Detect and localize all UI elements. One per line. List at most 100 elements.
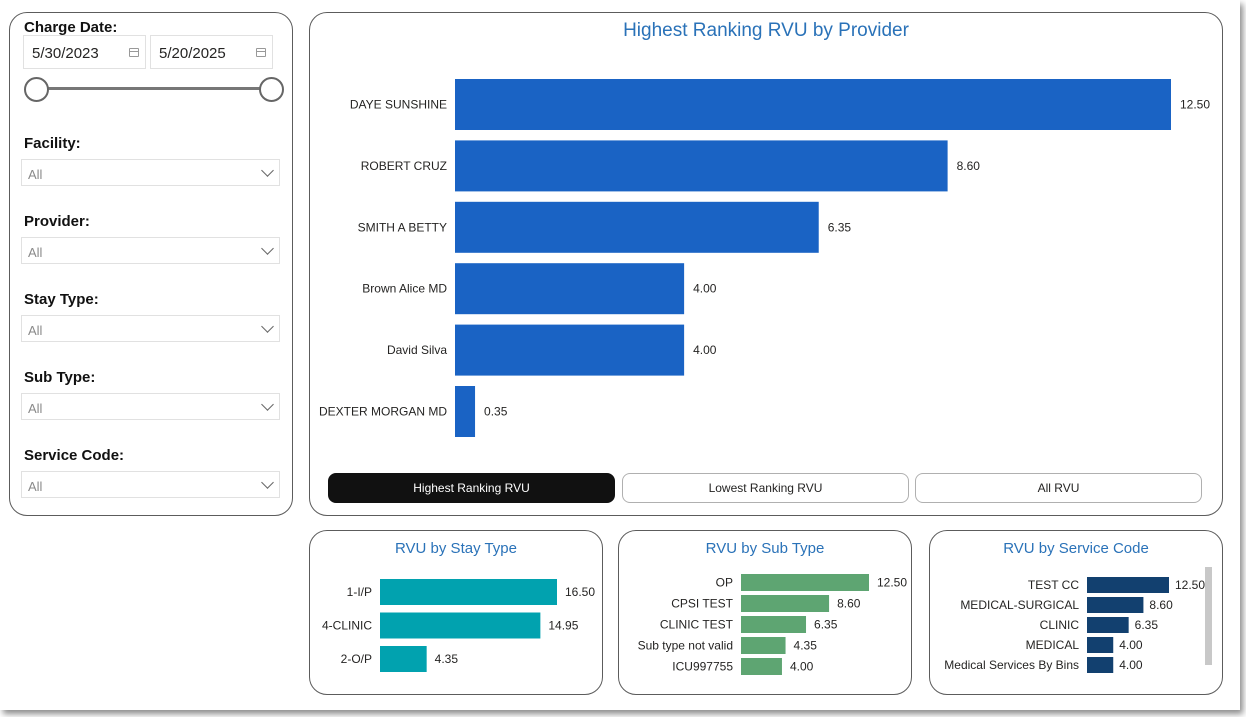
stay-type-value: All xyxy=(28,323,43,338)
data-label-daye-sunshine: 12.50 xyxy=(1180,98,1210,112)
data-label-sub-type-not-valid: 4.35 xyxy=(794,639,818,653)
data-label-2-o-p: 4.35 xyxy=(435,652,459,666)
tab-lowest-ranking-rvu[interactable]: Lowest Ranking RVU xyxy=(622,473,909,503)
category-label-dexter-morgan-md: DEXTER MORGAN MD xyxy=(319,405,447,419)
service-code-value: All xyxy=(28,479,43,494)
service-code-bar-chart: TEST CC 12.50 MEDICAL-SURGICAL 8.60 CLINIC 6.… xyxy=(944,577,1205,673)
facility-dropdown[interactable]: All xyxy=(21,159,280,186)
data-label-icu997755: 4.00 xyxy=(790,660,814,674)
service-code-scrollbar[interactable] xyxy=(1205,567,1212,665)
category-label-4-clinic: 4-CLINIC xyxy=(322,619,372,633)
provider-chart-panel: Highest Ranking RVU by Provider DAYE SUN… xyxy=(309,12,1223,516)
stay-type-chart-panel: RVU by Stay Type 1-I/P 16.50 4-CLINIC 14.95… xyxy=(309,530,603,695)
start-date-value: 5/30/2023 xyxy=(32,45,99,62)
sub-type-label: Sub Type: xyxy=(24,369,96,386)
data-label-1-i-p: 16.50 xyxy=(565,585,595,599)
data-label-brown-alice-md: 4.00 xyxy=(693,282,717,296)
provider-dropdown[interactable]: All xyxy=(21,237,280,264)
category-label-op: OP xyxy=(716,576,733,590)
bar-cpsi-test xyxy=(741,595,830,612)
category-label-1-i-p: 1-I/P xyxy=(347,585,372,599)
charge-date-label: Charge Date: xyxy=(24,19,118,36)
service-code-chart-title: RVU by Service Code xyxy=(1003,540,1149,557)
data-label-medical: 4.00 xyxy=(1119,638,1143,652)
bar-brown-alice-md xyxy=(455,263,685,315)
bar-clinic xyxy=(1087,617,1129,633)
data-label-medical-services-by-bins: 4.00 xyxy=(1119,658,1143,672)
sub-type-dropdown[interactable]: All xyxy=(21,393,280,420)
bar-daye-sunshine xyxy=(455,79,1171,130)
provider-chart-title: Highest Ranking RVU by Provider xyxy=(623,20,909,41)
date-range-slider-track[interactable] xyxy=(37,87,274,90)
stay-type-label: Stay Type: xyxy=(24,291,99,308)
bar-sub-type-not-valid xyxy=(741,637,786,654)
sub-type-chart-panel: RVU by Sub Type OP 12.50 CPSI TEST 8.60 CLIN… xyxy=(618,530,912,695)
bar-op xyxy=(741,574,869,591)
stay-type-dropdown[interactable]: All xyxy=(21,315,280,342)
service-code-label: Service Code: xyxy=(24,447,125,464)
sub-type-value: All xyxy=(28,401,43,416)
date-slider-end-handle[interactable] xyxy=(259,77,284,102)
provider-bar-chart: DAYE SUNSHINE 12.50 ROBERT CRUZ 8.60 SMITH A… xyxy=(319,79,1210,437)
data-label-test-cc: 12.50 xyxy=(1175,578,1205,592)
bar-dexter-morgan-md xyxy=(455,386,476,437)
bar-4-clinic xyxy=(380,612,541,639)
category-label-clinic-test: CLINIC TEST xyxy=(660,618,734,632)
data-label-4-clinic: 14.95 xyxy=(548,619,578,633)
data-label-smith-a-betty: 6.35 xyxy=(828,220,852,234)
bar-medical-services-by-bins xyxy=(1087,657,1114,673)
category-label-medical-services-by-bins: Medical Services By Bins xyxy=(944,658,1079,672)
tab-all-rvu[interactable]: All RVU xyxy=(915,473,1202,503)
stay-type-chart-title: RVU by Stay Type xyxy=(394,540,517,557)
chevron-down-icon[interactable] xyxy=(261,476,274,489)
chevron-down-icon[interactable] xyxy=(261,164,274,177)
chevron-down-icon[interactable] xyxy=(261,242,274,255)
category-label-sub-type-not-valid: Sub type not valid xyxy=(638,639,733,653)
category-label-medical-surgical: MEDICAL-SURGICAL xyxy=(960,598,1079,612)
category-label-robert-cruz: ROBERT CRUZ xyxy=(361,159,447,173)
data-label-cpsi-test: 8.60 xyxy=(837,597,861,611)
data-label-op: 12.50 xyxy=(877,576,907,590)
data-label-david-silva: 4.00 xyxy=(693,343,717,357)
provider-value: All xyxy=(28,245,43,260)
bar-test-cc xyxy=(1087,577,1169,593)
service-code-dropdown[interactable]: All xyxy=(21,471,280,498)
bar-icu997755 xyxy=(741,658,782,675)
data-label-medical-surgical: 8.60 xyxy=(1149,598,1173,612)
bar-smith-a-betty xyxy=(455,201,819,253)
calendar-icon[interactable] xyxy=(256,48,266,57)
category-label-medical: MEDICAL xyxy=(1026,638,1080,652)
calendar-icon[interactable] xyxy=(129,48,139,57)
category-label-cpsi-test: CPSI TEST xyxy=(671,597,733,611)
bar-medical xyxy=(1087,637,1114,653)
facility-label: Facility: xyxy=(24,135,81,152)
data-label-robert-cruz: 8.60 xyxy=(957,159,981,173)
bar-medical-surgical xyxy=(1087,597,1144,613)
category-label-brown-alice-md: Brown Alice MD xyxy=(362,282,447,296)
bar-2-o-p xyxy=(380,646,427,672)
sub-type-chart-title: RVU by Sub Type xyxy=(705,540,825,557)
data-label-clinic: 6.35 xyxy=(1135,618,1159,632)
category-label-icu997755: ICU997755 xyxy=(672,660,733,674)
category-label-clinic: CLINIC xyxy=(1040,618,1080,632)
tab-highest-ranking-rvu[interactable]: Highest Ranking RVU xyxy=(328,473,615,503)
end-date-value: 5/20/2025 xyxy=(159,45,226,62)
stay-type-bar-chart: 1-I/P 16.50 4-CLINIC 14.95 2-O/P 4.35 xyxy=(322,579,595,672)
facility-value: All xyxy=(28,167,43,182)
sub-type-bar-chart: OP 12.50 CPSI TEST 8.60 CLINIC TEST 6.35 Sub t… xyxy=(638,574,907,675)
bar-david-silva xyxy=(455,324,685,376)
start-date-input[interactable]: 5/30/2023 xyxy=(23,35,146,69)
category-label-test-cc: TEST CC xyxy=(1028,578,1079,592)
filter-panel: Charge Date: 5/30/2023 5/20/2025 Facilit… xyxy=(9,12,293,516)
category-label-smith-a-betty: SMITH A BETTY xyxy=(358,220,447,234)
end-date-input[interactable]: 5/20/2025 xyxy=(150,35,273,69)
category-label-2-o-p: 2-O/P xyxy=(341,652,372,666)
service-code-chart-panel: RVU by Service Code TEST CC 12.50 MEDICAL-… xyxy=(929,530,1223,695)
date-slider-start-handle[interactable] xyxy=(24,77,49,102)
category-label-daye-sunshine: DAYE SUNSHINE xyxy=(350,98,447,112)
provider-label: Provider: xyxy=(24,213,90,230)
chevron-down-icon[interactable] xyxy=(261,320,274,333)
chevron-down-icon[interactable] xyxy=(261,398,274,411)
data-label-dexter-morgan-md: 0.35 xyxy=(484,405,508,419)
